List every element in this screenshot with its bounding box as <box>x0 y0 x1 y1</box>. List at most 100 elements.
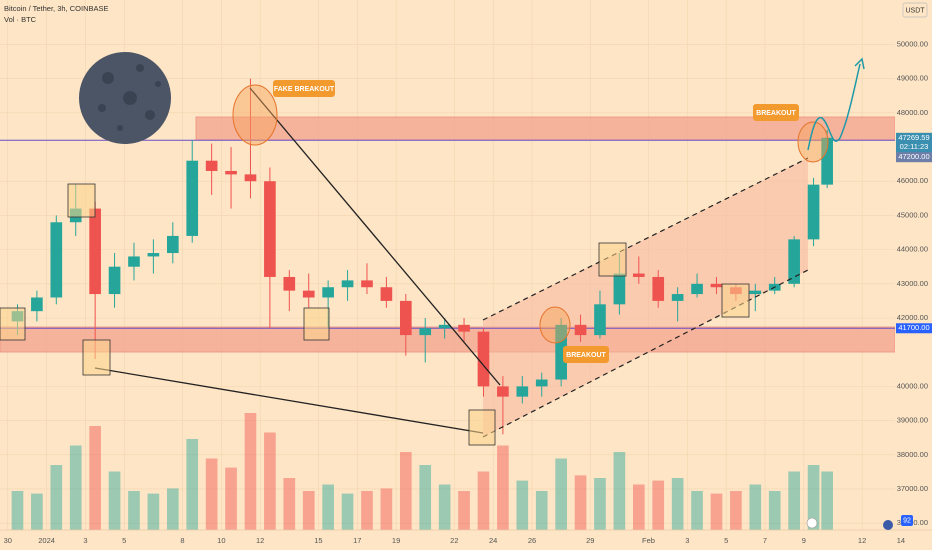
level-label: 47200.00 <box>898 152 929 161</box>
volume-bar <box>128 491 140 530</box>
flag-icon[interactable] <box>883 520 893 530</box>
x-tick-label: 29 <box>586 536 594 545</box>
level-box <box>896 152 932 163</box>
x-tick-label: 30 <box>4 536 12 545</box>
candle-body <box>535 379 548 387</box>
y-tick-label: 45000.00 <box>897 210 928 219</box>
candle-body <box>380 287 393 301</box>
level-label: 41700.00 <box>898 323 929 332</box>
candle-body <box>632 273 645 277</box>
candle-body <box>225 170 237 175</box>
volume-bar <box>264 432 276 530</box>
level-box <box>896 323 932 334</box>
crater <box>145 110 155 120</box>
x-tick-label: 19 <box>392 536 400 545</box>
x-tick-label: 22 <box>450 536 458 545</box>
candle-body <box>477 331 490 387</box>
candle-body <box>516 386 529 397</box>
volume-bar <box>438 484 451 530</box>
last-price-box <box>896 132 932 153</box>
candle-body <box>438 324 451 329</box>
annotation: FAKE BREAKOUT <box>274 86 335 93</box>
volume-bar <box>302 491 315 530</box>
x-tick-label: 10 <box>217 536 225 545</box>
candle-body <box>244 174 257 182</box>
candle-body <box>186 160 199 236</box>
candle-body <box>807 184 820 240</box>
y-tick-label: 38000.00 <box>897 450 928 459</box>
candle-body <box>652 276 665 301</box>
volume-bar <box>710 493 723 530</box>
chart-subtitle: Vol · BTC <box>4 15 37 24</box>
x-tick-label: 15 <box>314 536 322 545</box>
y-tick-label: 37000.00 <box>897 484 928 493</box>
y-tick-label: 39000.00 <box>897 416 928 425</box>
volume-bar <box>749 484 762 530</box>
crater <box>117 125 123 131</box>
chart-title: Bitcoin / Tether, 3h, COINBASE <box>4 4 109 13</box>
trend-line <box>249 87 501 386</box>
candle-body <box>399 300 412 336</box>
volume-bar <box>341 493 354 530</box>
currency: USDT <box>905 7 925 14</box>
candle-body <box>341 280 354 288</box>
volume-bar <box>322 484 334 530</box>
volume-bar <box>89 426 101 530</box>
circle <box>232 84 278 146</box>
boxes <box>0 183 750 446</box>
arrow-head <box>854 57 865 70</box>
candle-body <box>710 283 723 288</box>
volume-bar <box>361 491 373 530</box>
y-tick-label: 43000.00 <box>897 279 928 288</box>
volume-bar <box>399 452 412 530</box>
candle-body <box>821 137 833 185</box>
moon <box>79 52 171 144</box>
badge-box <box>901 515 913 526</box>
candle-body <box>108 266 121 295</box>
projection-arrow <box>807 63 861 151</box>
candle-body <box>205 160 218 171</box>
candle-body <box>264 181 276 277</box>
y-tick-label: 50000.00 <box>897 39 928 48</box>
volume-bar <box>458 491 470 530</box>
x-tick-label: 5 <box>122 536 126 545</box>
candle-body <box>788 239 800 284</box>
volume <box>11 413 833 530</box>
volume-bar <box>497 445 509 530</box>
candle-body <box>555 324 567 380</box>
x-tick-label: 8 <box>180 536 184 545</box>
crater <box>102 72 114 84</box>
volume-bar <box>788 471 800 530</box>
candle-body <box>613 273 626 305</box>
volume-bar <box>225 467 237 530</box>
volume-bar <box>205 458 218 530</box>
lightning-icon[interactable] <box>806 517 818 529</box>
volume-bar <box>244 413 257 530</box>
box <box>303 307 330 341</box>
candle-body <box>419 328 432 336</box>
candle-body <box>31 297 43 312</box>
x-tick-label: 3 <box>83 536 87 545</box>
candles <box>11 78 833 435</box>
currency-box[interactable] <box>902 2 928 18</box>
volume-bar <box>380 488 393 530</box>
annotation-box <box>273 80 335 97</box>
x-tick-label: 12 <box>858 536 866 545</box>
box <box>0 307 26 341</box>
volume-bar <box>730 491 742 530</box>
circle <box>539 306 571 344</box>
x-tick-label: 7 <box>763 536 767 545</box>
annotation-box <box>753 104 799 121</box>
crater <box>155 81 161 87</box>
x-tick-label: 5 <box>724 536 728 545</box>
y-tick-label: 49000.00 <box>897 74 928 83</box>
volume-bar <box>186 439 199 530</box>
volume-bar <box>516 480 529 530</box>
volume-bar <box>69 445 82 530</box>
x-tick-label: 12 <box>256 536 264 545</box>
channel-top <box>482 157 809 321</box>
x-tick-label: 24 <box>489 536 497 545</box>
volume-bar <box>807 465 820 530</box>
box <box>468 409 496 446</box>
